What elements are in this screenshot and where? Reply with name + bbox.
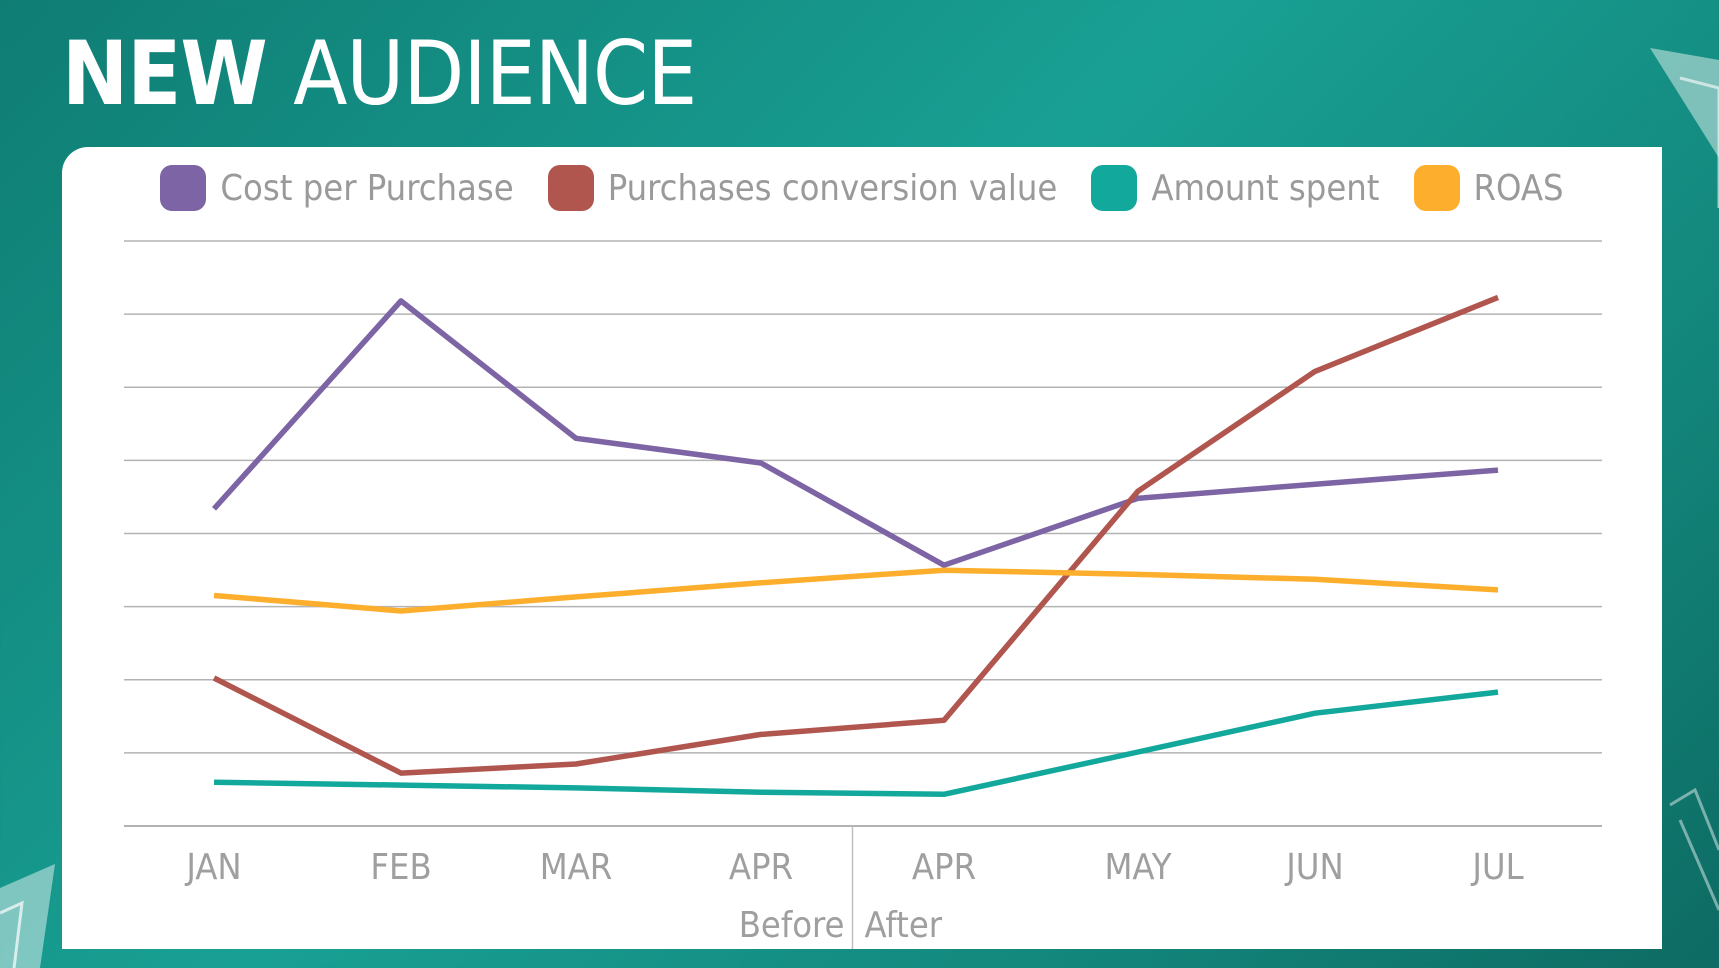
gridlines [124, 240, 1602, 827]
series-line-purchases-conversion-value [212, 294, 1500, 776]
legend-swatch-amount-spent [1091, 165, 1138, 211]
legend-swatch-roas [1413, 165, 1460, 211]
chart-card: Cost per Purchase Purchases conversion v… [62, 147, 1662, 949]
decorative-triangle-bottom-right [1669, 787, 1719, 911]
x-tick-label: MAY [1104, 847, 1171, 888]
legend-label-cost-per-purchase: Cost per Purchase [220, 167, 514, 209]
x-tick-label: JUN [1284, 847, 1343, 888]
legend-swatch-cost-per-purchase [160, 165, 207, 211]
series-line-cost-per-purchase [211, 298, 1499, 568]
legend-item-cost-per-purchase[interactable]: Cost per Purchase [160, 165, 514, 211]
x-tick-label: APR [729, 847, 793, 888]
legend-item-roas[interactable]: ROAS [1413, 165, 1564, 211]
x-axis-tick-labels: JAN FEB MAR APR APR MAY JUN JUL [184, 847, 1523, 888]
decorative-triangle-bottom-left [0, 864, 55, 968]
legend-label-roas: ROAS [1473, 167, 1564, 209]
period-labels: Before After [739, 905, 943, 946]
period-label-before: Before [739, 905, 845, 946]
legend-label-purchases-conversion-value: Purchases conversion value [607, 167, 1058, 209]
series-lines [211, 294, 1500, 798]
period-label-after: After [865, 905, 943, 946]
legend-label-amount-spent: Amount spent [1151, 167, 1380, 209]
legend-item-amount-spent[interactable]: Amount spent [1091, 165, 1380, 211]
x-tick-label: FEB [370, 847, 431, 888]
series-line-amount-spent [213, 689, 1499, 798]
line-chart: JAN FEB MAR APR APR MAY JUN JUL Before After [124, 240, 1602, 949]
page-title-rest: AUDIENCE [293, 22, 697, 125]
x-tick-label: APR [912, 847, 976, 888]
x-tick-label: JAN [184, 847, 241, 888]
chart-legend: Cost per Purchase Purchases conversion v… [62, 165, 1662, 211]
series-line-roas [213, 567, 1499, 614]
decorative-triangle-top-right [1650, 48, 1719, 208]
page-title: NEW AUDIENCE [62, 30, 697, 118]
x-tick-label: MAR [540, 847, 613, 888]
legend-swatch-purchases-conversion-value [547, 165, 594, 211]
x-tick-label: JUL [1470, 847, 1523, 888]
page-title-bold: NEW [62, 22, 268, 125]
legend-item-purchases-conversion-value[interactable]: Purchases conversion value [547, 165, 1058, 211]
